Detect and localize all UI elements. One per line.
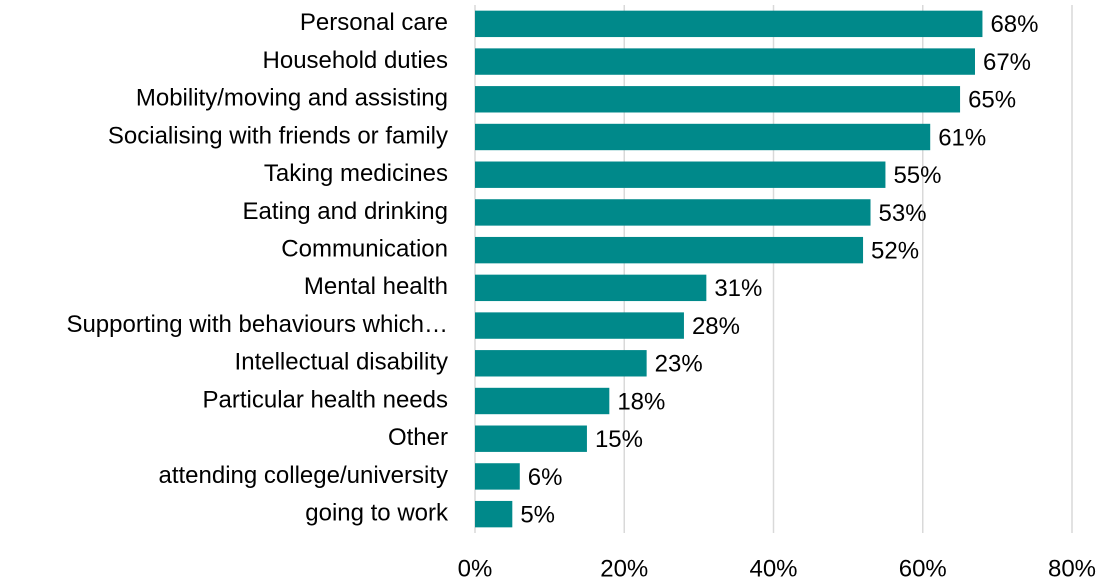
bar (475, 161, 886, 188)
bar (475, 387, 610, 415)
bar (475, 500, 513, 528)
data-label: 61% (938, 124, 986, 151)
data-label: 15% (595, 426, 643, 453)
y-tick-label: Personal care (300, 9, 448, 36)
data-label: 5% (520, 501, 555, 528)
x-tick-label: 20% (600, 555, 648, 582)
x-tick-label: 40% (749, 555, 797, 582)
bar (475, 236, 864, 264)
bar (475, 10, 983, 38)
data-label: 67% (983, 49, 1031, 76)
y-tick-label: Communication (281, 235, 448, 262)
y-tick-label: Socialising with friends or family (108, 122, 448, 149)
bar (475, 86, 961, 113)
bar (475, 350, 647, 377)
data-label: 28% (692, 313, 740, 340)
bar (475, 123, 931, 151)
data-label: 6% (528, 464, 563, 491)
data-label: 52% (871, 237, 919, 264)
y-tick-label: Supporting with behaviours which… (66, 311, 448, 338)
y-tick-label: Household duties (263, 47, 448, 74)
bar (475, 48, 975, 75)
data-label: 53% (879, 200, 927, 227)
y-tick-label: going to work (305, 499, 449, 526)
y-tick-label: Mobility/moving and assisting (136, 85, 448, 112)
x-tick-label: 60% (899, 555, 947, 582)
data-label: 31% (714, 275, 762, 302)
y-tick-label: Eating and drinking (243, 198, 448, 225)
data-label: 23% (655, 351, 703, 378)
y-tick-label: Taking medicines (264, 160, 448, 187)
bar (475, 274, 707, 302)
data-label: 68% (990, 11, 1038, 38)
y-tick-label: Other (388, 424, 448, 451)
x-tick-label: 80% (1048, 555, 1096, 582)
bar (475, 463, 520, 490)
data-label: 18% (617, 388, 665, 415)
y-tick-label: attending college/university (158, 462, 448, 489)
x-tick-label: 0% (458, 555, 493, 582)
bar (475, 425, 587, 452)
bar (475, 312, 684, 339)
data-label: 55% (893, 162, 941, 189)
y-tick-label: Mental health (304, 273, 448, 300)
bar (475, 199, 871, 226)
data-label: 65% (968, 87, 1016, 114)
y-tick-label: Particular health needs (203, 386, 448, 413)
y-tick-label: Intellectual disability (235, 349, 448, 376)
